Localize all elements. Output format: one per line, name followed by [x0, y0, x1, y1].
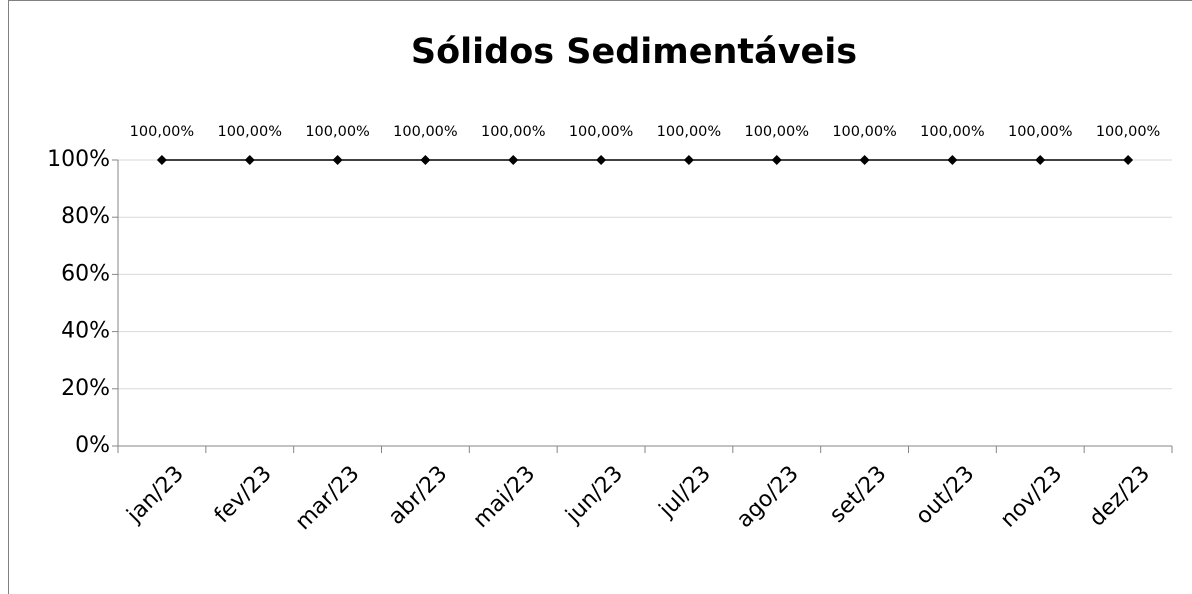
data-label: 100,00%	[1096, 124, 1161, 140]
data-marker	[156, 155, 167, 165]
x-tick-label: fev/23	[210, 461, 277, 528]
x-tick-label: mai/23	[469, 461, 541, 533]
data-label: 100,00%	[130, 124, 195, 140]
data-label: 100,00%	[920, 124, 985, 140]
x-tick-label: jan/23	[122, 461, 189, 528]
data-marker	[947, 155, 958, 165]
data-marker	[508, 155, 519, 165]
x-tick-label: nov/23	[996, 461, 1067, 532]
data-marker	[420, 155, 431, 165]
y-tick-label: 80%	[61, 204, 110, 229]
data-marker	[859, 155, 870, 165]
y-tick-label: 0%	[75, 433, 110, 458]
data-label: 100,00%	[305, 124, 370, 140]
chart-title: Sólidos Sedimentáveis	[411, 32, 857, 72]
x-tick-label: mar/23	[291, 461, 365, 535]
data-label: 100,00%	[569, 124, 634, 140]
data-marker	[1123, 155, 1134, 165]
data-marker	[244, 155, 255, 165]
x-tick-label: set/23	[825, 461, 891, 527]
y-tick-label: 20%	[61, 376, 110, 401]
chart-border	[8, 0, 1192, 594]
x-tick-label: dez/23	[1085, 461, 1155, 531]
data-marker	[771, 155, 782, 165]
data-marker	[596, 155, 607, 165]
x-tick-label: abr/23	[384, 461, 453, 530]
x-tick-label: jul/23	[654, 461, 716, 523]
data-label: 100,00%	[1008, 124, 1073, 140]
data-marker	[683, 155, 694, 165]
x-tick-label: ago/23	[732, 461, 804, 533]
data-label: 100,00%	[744, 124, 809, 140]
data-label: 100,00%	[481, 124, 546, 140]
y-tick-label: 40%	[61, 319, 110, 344]
data-label: 100,00%	[393, 124, 458, 140]
data-label: 100,00%	[832, 124, 897, 140]
data-label: 100,00%	[657, 124, 722, 140]
data-label: 100,00%	[217, 124, 282, 140]
x-tick-label: jun/23	[561, 461, 628, 528]
y-tick-label: 100%	[47, 147, 110, 172]
y-tick-label: 60%	[61, 261, 110, 286]
x-tick-label: out/23	[911, 461, 979, 529]
data-marker	[1035, 155, 1046, 165]
data-marker	[332, 155, 343, 165]
